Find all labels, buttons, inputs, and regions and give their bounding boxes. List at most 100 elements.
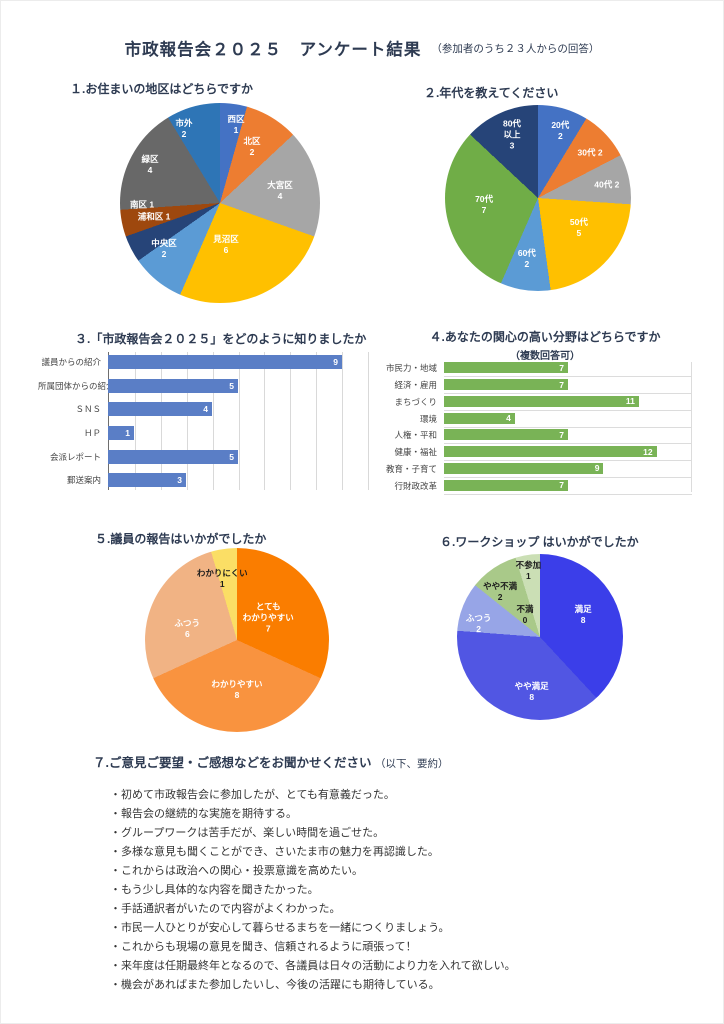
section-heading-q6: ６.ワークショップ はいかがでしたか xyxy=(440,535,639,549)
bar: 9 xyxy=(108,354,342,369)
pie-label-line: 不参加 xyxy=(515,559,542,570)
bar-row: 教育・子育て 9 xyxy=(386,461,692,478)
bar-value: 11 xyxy=(625,396,635,407)
bar-value: 5 xyxy=(229,451,234,462)
section-heading-q7-text: ７.ご意見ご要望・ご感想などをお聞かせください xyxy=(93,756,372,770)
bar-row: 経済・雇用 7 xyxy=(386,377,692,394)
bar-category-label: 所属団体からの紹介 xyxy=(38,380,115,391)
bar-track: 9 xyxy=(444,460,692,478)
bar: 1 xyxy=(108,425,134,440)
pie-slice-label: やや不満 2 xyxy=(483,581,517,603)
bar-track: 1 xyxy=(108,421,368,445)
plot-grid xyxy=(108,352,369,490)
comment-item: ・報告会の継続的な実施を期待する。 xyxy=(110,808,297,820)
pie-slice-label: 40代 2 xyxy=(594,179,619,190)
pie-label-line: 8 xyxy=(529,691,535,702)
pie-slice-label: 80代 以上 3 xyxy=(503,118,521,151)
bar-track: 4 xyxy=(444,410,692,428)
bar-value: 5 xyxy=(229,380,234,391)
bar: 11 xyxy=(444,395,639,407)
bar-category-label: まちづくり xyxy=(394,396,437,407)
bar-category-label: 健康・福祉 xyxy=(394,447,437,458)
bar-row: ＨＰ 1 xyxy=(38,421,368,445)
gridline xyxy=(186,352,188,490)
bar-category-label: 会派レポート xyxy=(49,451,101,462)
bar-track: 11 xyxy=(444,393,692,411)
bar-track: 7 xyxy=(444,360,692,378)
bar-value: 7 xyxy=(559,379,564,390)
section-heading-q5: ５.議員の報告はいかがでしたか xyxy=(95,532,267,546)
page-title-note: （参加者のうち２３人からの回答） xyxy=(431,42,600,55)
pie-slice-label: 不参加 1 xyxy=(516,560,542,582)
gridline xyxy=(264,352,266,490)
pie-label-line: 2 xyxy=(524,259,530,270)
bar-row: 人権・平和 7 xyxy=(386,427,692,445)
bar-track: 7 xyxy=(444,477,692,495)
age-pie-disk xyxy=(445,105,631,291)
bar: 3 xyxy=(108,473,186,488)
pie-slice-label: 大宮区 4 xyxy=(267,180,293,202)
gridline xyxy=(160,352,162,490)
pie-label-line: 2 xyxy=(476,623,481,634)
bar-value: 9 xyxy=(594,463,600,474)
pie-label-line: 見沼区 xyxy=(213,233,239,244)
pie-slice-label: 満足 8 xyxy=(575,604,592,626)
bar: 4 xyxy=(108,402,212,417)
bar-row: まちづくり 11 xyxy=(386,394,692,411)
pie-label-line: 2 xyxy=(249,147,255,157)
comment-item: ・市民一人ひとりが安心して暮らせるまちを一緒につくりましょう。 xyxy=(110,922,450,934)
comment-item: ・来年度は任期最終年となるので、各議員は日々の活動により力を入れて欲しい。 xyxy=(110,960,516,972)
comment-item: ・グループワークは苦手だが、楽しい時間を過ごせた。 xyxy=(110,827,385,839)
pie-label-line: 西区 xyxy=(227,113,245,124)
bar-category-label: 行財政改革 xyxy=(394,480,437,491)
section-heading-q3: ３.「市政報告会２０２５」をどのように知りましたか xyxy=(75,332,367,346)
pie-label-line: 70代 xyxy=(475,194,494,205)
bar-track: 12 xyxy=(444,443,692,461)
bar-category-label: 経済・雇用 xyxy=(394,380,437,391)
bar-track: 5 xyxy=(108,445,368,469)
page-title: 市政報告会２０２５ アンケート結果 xyxy=(124,41,422,59)
pie-label-line: 2 xyxy=(181,129,187,139)
pie-label-line: ふつう xyxy=(465,612,492,623)
bar-row: 健康・福祉 12 xyxy=(386,444,692,461)
bar-row: 行財政改革 7 xyxy=(386,477,692,495)
pie-label-line: 60代 xyxy=(517,248,536,259)
pie-slice-label: 20代 2 xyxy=(551,120,569,142)
section-subheading-q4: （複数回答可） xyxy=(510,351,580,362)
pie-label-line: 8 xyxy=(234,689,240,700)
comment-item: ・これからは政治への関心・投票意識を高めたい。 xyxy=(110,865,363,877)
bar-row: 所属団体からの紹介 5 xyxy=(38,374,368,398)
pie-label-line: 以上 xyxy=(503,129,521,140)
bar-track: 7 xyxy=(444,427,692,445)
pie-label-line: 6 xyxy=(223,245,229,255)
bar-value: 12 xyxy=(643,446,653,457)
pie-label-line: 不満 xyxy=(516,604,534,615)
bar-row: 環境 4 xyxy=(386,410,692,428)
gridline xyxy=(238,352,240,490)
pie-label-line: 4 xyxy=(147,165,153,175)
pie-slice-label: 50代 5 xyxy=(570,217,588,239)
pie-label-line: 2 xyxy=(161,249,167,259)
pie-label-line: 40代 2 xyxy=(594,179,620,190)
pie-slice-label: ふつう 2 xyxy=(466,613,492,635)
pie-label-line: 4 xyxy=(277,191,283,201)
pie-label-line: 20代 xyxy=(551,119,570,130)
pie-label-line: やや満足 xyxy=(514,680,549,691)
pie-label-line: 北区 xyxy=(243,135,261,146)
pie-label-line: 南区 1 xyxy=(129,199,155,210)
bar-category-label: ＨＰ xyxy=(83,427,101,438)
bar: 5 xyxy=(108,378,238,393)
pie-chart-workshop-rating: 満足 8 やや満足 8 ふつう 2 やや不満 2 不満 0 不参加 1 xyxy=(457,554,623,720)
pie-slice-label: 南区 1 xyxy=(130,199,154,210)
bar-category-label: 人権・平和 xyxy=(394,430,437,441)
comment-item: ・手話通訳者がいたので内容がよくわかった。 xyxy=(110,903,341,915)
pie-slice-label: 中央区 2 xyxy=(151,238,177,260)
bar-track: 5 xyxy=(108,374,368,398)
bar: 12 xyxy=(444,446,657,458)
section-heading-q4-block: ４.あなたの関心の高い分野はどちらですか （複数回答可） xyxy=(405,328,685,362)
bar-value: 7 xyxy=(559,480,564,491)
pie-label-line: やや不満 xyxy=(483,581,518,592)
gridline xyxy=(316,352,318,490)
pie-label-line: 50代 xyxy=(569,216,588,227)
pie-label-line: とても xyxy=(255,601,281,612)
